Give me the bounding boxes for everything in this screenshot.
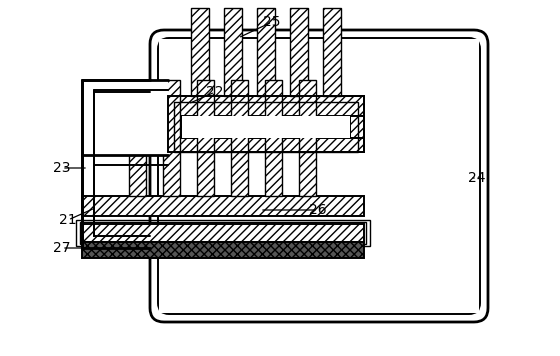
Bar xyxy=(82,242,364,258)
Bar xyxy=(159,39,479,313)
Bar xyxy=(224,8,242,96)
Bar xyxy=(168,96,364,152)
Bar xyxy=(290,8,308,96)
Bar xyxy=(191,8,209,96)
Bar xyxy=(197,80,214,196)
Bar xyxy=(323,8,341,96)
Bar xyxy=(299,80,316,196)
Bar xyxy=(350,116,364,138)
Bar xyxy=(129,80,146,196)
Bar xyxy=(182,116,350,138)
Bar xyxy=(82,196,364,216)
Bar xyxy=(168,96,364,116)
Bar xyxy=(82,224,364,242)
Bar xyxy=(168,138,364,152)
Text: 23: 23 xyxy=(53,161,71,175)
Bar xyxy=(257,8,275,96)
FancyBboxPatch shape xyxy=(150,30,488,322)
Text: 25: 25 xyxy=(263,15,281,29)
Bar xyxy=(163,80,180,196)
Bar xyxy=(231,80,248,196)
Bar xyxy=(182,116,350,138)
Bar xyxy=(83,81,168,155)
Text: 22: 22 xyxy=(206,85,224,99)
Bar xyxy=(174,102,358,152)
Bar xyxy=(76,220,370,246)
Text: 21: 21 xyxy=(59,213,77,227)
Text: 26: 26 xyxy=(309,203,327,217)
Bar xyxy=(80,222,366,244)
Text: 24: 24 xyxy=(468,171,486,185)
Bar xyxy=(168,116,182,138)
Text: 27: 27 xyxy=(53,241,71,255)
Bar xyxy=(265,80,282,196)
